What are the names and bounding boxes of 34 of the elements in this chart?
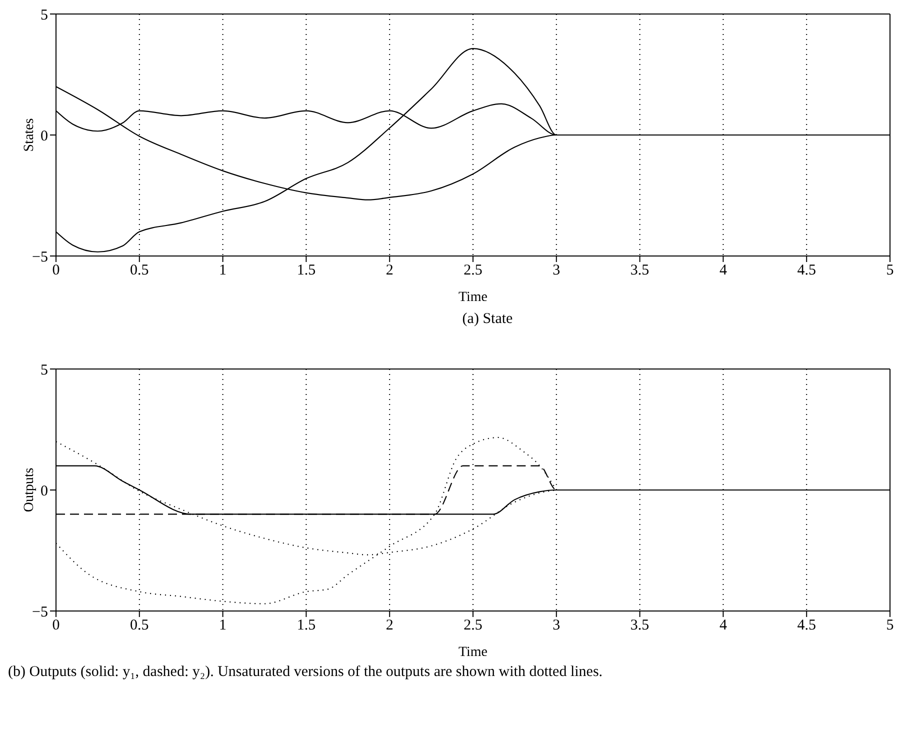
x-tick-label: 1: [219, 618, 227, 634]
x-tick-label: 1.5: [296, 262, 316, 279]
x-tick-label: 2: [386, 262, 394, 279]
x-tick-label: 3: [552, 262, 560, 279]
x-tick-label: 3: [552, 618, 560, 634]
x-tick-label: 0.5: [130, 618, 149, 634]
x-tick-label: 1.5: [296, 618, 316, 634]
y-tick-label: −5: [32, 604, 48, 620]
x-tick-label: 0: [52, 618, 60, 634]
x-tick-label: 2: [386, 618, 394, 634]
x-tick-label: 0.5: [130, 262, 149, 279]
text: (a) State: [461, 310, 514, 329]
y-tick-label: 0: [40, 128, 48, 144]
y-axis-title: States: [22, 118, 37, 152]
x-tick-label: 1: [219, 262, 227, 279]
x-axis-title: Time: [458, 290, 488, 305]
text: (b) Outputs (solid: y₁, dashed: y₂). Unsaturated versions of the outputs are shown with dotted lines.: [8, 663, 604, 682]
x-tick-label: 4: [719, 618, 728, 634]
x-tick-label: 2.5: [464, 262, 482, 279]
x-tick-label: 3.5: [630, 618, 650, 634]
y-tick-label: 5: [40, 362, 48, 378]
x-tick-label: 4: [719, 262, 728, 279]
x-tick-label: 2.5: [464, 618, 482, 634]
y-tick-label: −5: [32, 249, 48, 266]
x-tick-label: 3.5: [630, 262, 650, 279]
y-tick-label: 0: [40, 483, 48, 500]
x-tick-label: 4.5: [797, 262, 816, 279]
x-tick-label: 0: [52, 262, 60, 279]
y-axis-title: Outputs: [22, 468, 37, 512]
x-axis-title: Time: [458, 645, 488, 660]
x-tick-label: 4.5: [797, 618, 816, 634]
x-tick-label: 5: [886, 618, 894, 634]
x-tick-label: 5: [886, 262, 894, 279]
y-tick-label: 5: [40, 7, 48, 24]
